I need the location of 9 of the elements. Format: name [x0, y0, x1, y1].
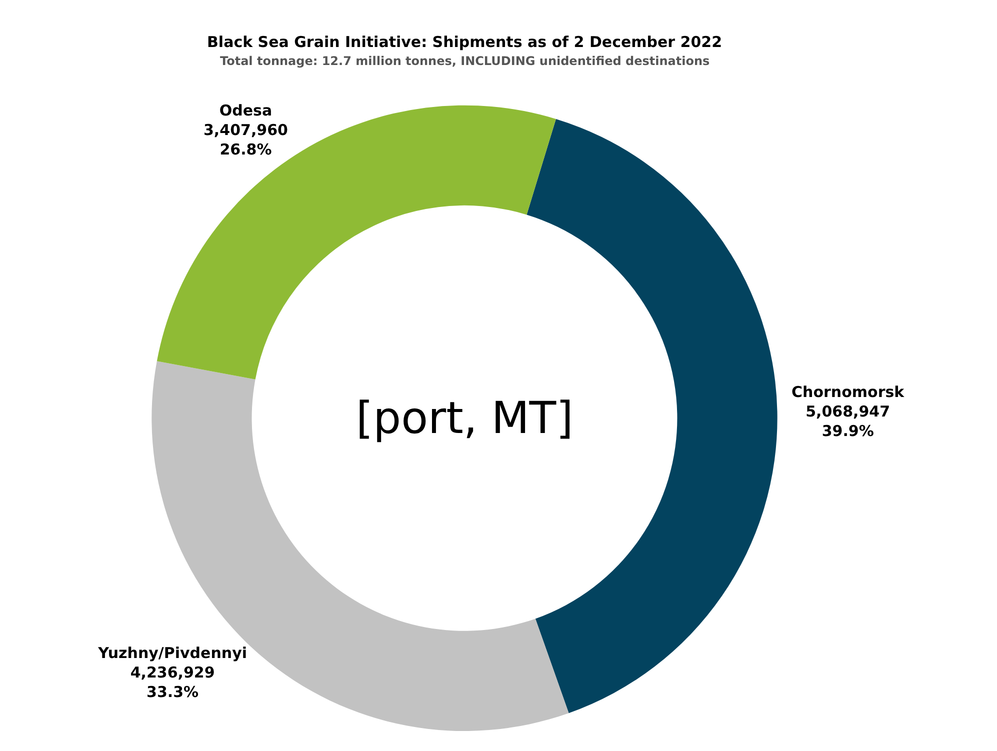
text: [port, MT] [356, 393, 574, 444]
data-label: 5,068,947 39.9% [806, 402, 890, 440]
slice-label: Odesa [219, 101, 272, 120]
slice-label: Yuzhny/Pivdennyi [97, 644, 248, 662]
data-label: 3,407,960 26.8% [203, 120, 288, 158]
data-label: 4,236,929 33.3% [130, 663, 215, 701]
chart-title: Black Sea Grain Initiative: Shipments as of 2 December 2022 [207, 33, 722, 51]
slice-label: Chornomorsk [792, 382, 906, 401]
chart-subtitle: Total tonnage: 12.7 million tonnes, INCLUDING unidentified destinations [220, 54, 710, 68]
